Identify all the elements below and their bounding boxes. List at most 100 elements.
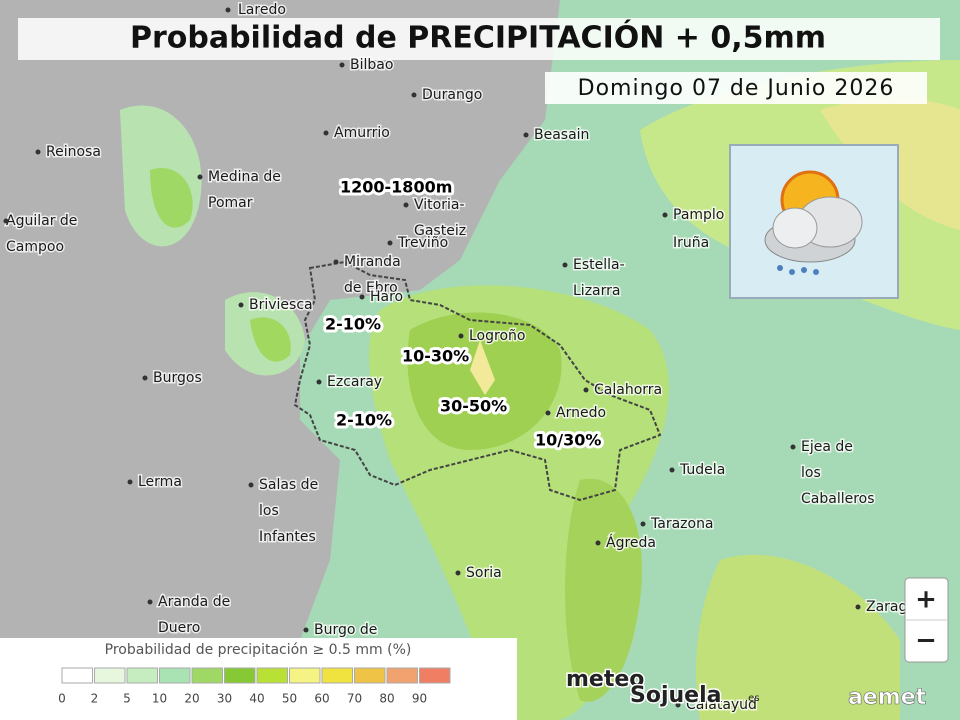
- legend-swatch: [94, 667, 126, 684]
- place-label: Logroño: [469, 328, 525, 344]
- title-bar: [18, 18, 940, 60]
- legend-swatch: [126, 667, 158, 684]
- place-label: Tarazona: [650, 516, 714, 532]
- place-dot: [197, 174, 203, 180]
- place-label: Ágreda: [606, 534, 656, 551]
- place-dot: [316, 379, 322, 385]
- precip-area: [696, 554, 900, 720]
- legend-swatch: [289, 667, 321, 684]
- place-dot: [142, 375, 148, 381]
- legend-tick: 5: [123, 692, 131, 706]
- place-label: Lizarra: [573, 283, 620, 299]
- place-dot: [562, 262, 568, 268]
- place-label: los: [801, 465, 821, 481]
- logo-aemet: aemet: [848, 685, 927, 710]
- place-dot: [303, 627, 309, 633]
- place-label: Amurrio: [334, 125, 390, 141]
- place-label: Arnedo: [556, 405, 606, 421]
- range-label: 30-50%: [440, 397, 507, 416]
- place-dot: [359, 294, 365, 300]
- range-label: 2-10%: [336, 411, 392, 430]
- place-dot: [225, 7, 231, 13]
- place-dot: [403, 202, 409, 208]
- legend-swatch: [224, 667, 256, 684]
- place-label: Haro: [370, 289, 403, 305]
- place-label: Beasain: [534, 127, 589, 143]
- precip-area: [565, 478, 642, 702]
- place-label: los: [259, 503, 279, 519]
- precip-area: [150, 168, 193, 228]
- place-label: Bilbao: [350, 57, 393, 73]
- place-label: Aranda de: [158, 594, 230, 610]
- place-dot: [640, 521, 646, 527]
- place-dot: [35, 149, 41, 155]
- place-label: Campoo: [6, 239, 64, 255]
- legend-tick: 30: [217, 692, 232, 706]
- place-label: Burgo de: [314, 622, 377, 638]
- legend-tick: 60: [314, 692, 329, 706]
- title: Probabilidad de PRECIPITACIÓN + 0,5mm: [130, 19, 826, 56]
- logo-es: .es: [745, 693, 760, 704]
- place-dot: [523, 132, 529, 138]
- place-label: Pamplo: [673, 207, 724, 223]
- place-label: Calatayud: [686, 697, 757, 713]
- place-dot: [411, 92, 417, 98]
- place-label: Reinosa: [46, 144, 101, 160]
- legend-tick: 0: [58, 692, 66, 706]
- legend-tick: 2: [91, 692, 99, 706]
- cloud: [772, 207, 818, 249]
- place-dot: [545, 410, 551, 416]
- legend-swatch: [61, 667, 93, 684]
- range-label: 10/30%: [535, 431, 601, 450]
- legend-swatch: [419, 667, 451, 684]
- place-label: de Ebro: [344, 280, 398, 296]
- place-label: Zarag: [866, 599, 907, 615]
- place-dot: [675, 702, 681, 708]
- legend-title: Probabilidad de precipitación ≥ 0.5 mm (…: [105, 642, 412, 658]
- place-dot: [147, 599, 153, 605]
- range-label: 1200-1800m: [340, 178, 452, 197]
- legend-tick: 70: [347, 692, 362, 706]
- rain: [777, 265, 819, 275]
- place-dot: [583, 387, 589, 393]
- place-label: Duero: [158, 620, 200, 636]
- legend-tick: 10: [152, 692, 167, 706]
- place-label: Gasteiz: [414, 223, 466, 239]
- place-label: Durango: [422, 87, 482, 103]
- zoom-out[interactable]: −: [915, 626, 937, 656]
- place-label: Tudela: [679, 462, 725, 478]
- place-label: Burgos: [153, 370, 202, 386]
- place-label: Medina de: [208, 169, 281, 185]
- place-label: Vitoria-: [414, 197, 465, 213]
- place-dot: [662, 212, 668, 218]
- place-dot: [323, 130, 329, 136]
- legend-swatch: [321, 667, 353, 684]
- place-label: Treviño: [397, 235, 448, 251]
- place-dot: [238, 302, 244, 308]
- place-label: Miranda: [344, 254, 401, 270]
- place-label: Infantes: [259, 529, 316, 545]
- place-dot: [595, 540, 601, 546]
- logo-sojuela: Sojuela: [630, 683, 721, 708]
- legend-tick: 20: [184, 692, 199, 706]
- place-dot: [669, 467, 675, 473]
- zoom-in[interactable]: +: [915, 585, 937, 615]
- place-label: Estella-: [573, 257, 625, 273]
- place-label: Lerma: [138, 474, 182, 490]
- place-dot: [3, 218, 9, 224]
- place-dot: [855, 604, 861, 610]
- place-dot: [127, 479, 133, 485]
- place-label: Briviesca: [249, 297, 313, 313]
- place-dot: [333, 259, 339, 265]
- place-dot: [455, 570, 461, 576]
- date: Domingo 07 de Junio 2026: [578, 76, 895, 101]
- legend-swatch: [191, 667, 223, 684]
- legend-swatch: [386, 667, 418, 684]
- legend-tick: 40: [249, 692, 264, 706]
- precip-area: [250, 317, 291, 362]
- precip-area: [470, 340, 495, 395]
- place-dot: [387, 240, 393, 246]
- place-dot: [790, 444, 796, 450]
- range-label: 10-30%: [402, 347, 469, 366]
